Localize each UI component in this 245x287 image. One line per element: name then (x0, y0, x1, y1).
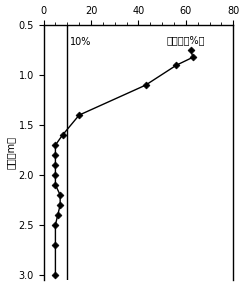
Text: 10%: 10% (70, 37, 91, 47)
Y-axis label: 深度（m）: 深度（m） (6, 136, 15, 169)
Text: 变化率（%）: 变化率（%） (167, 35, 205, 45)
